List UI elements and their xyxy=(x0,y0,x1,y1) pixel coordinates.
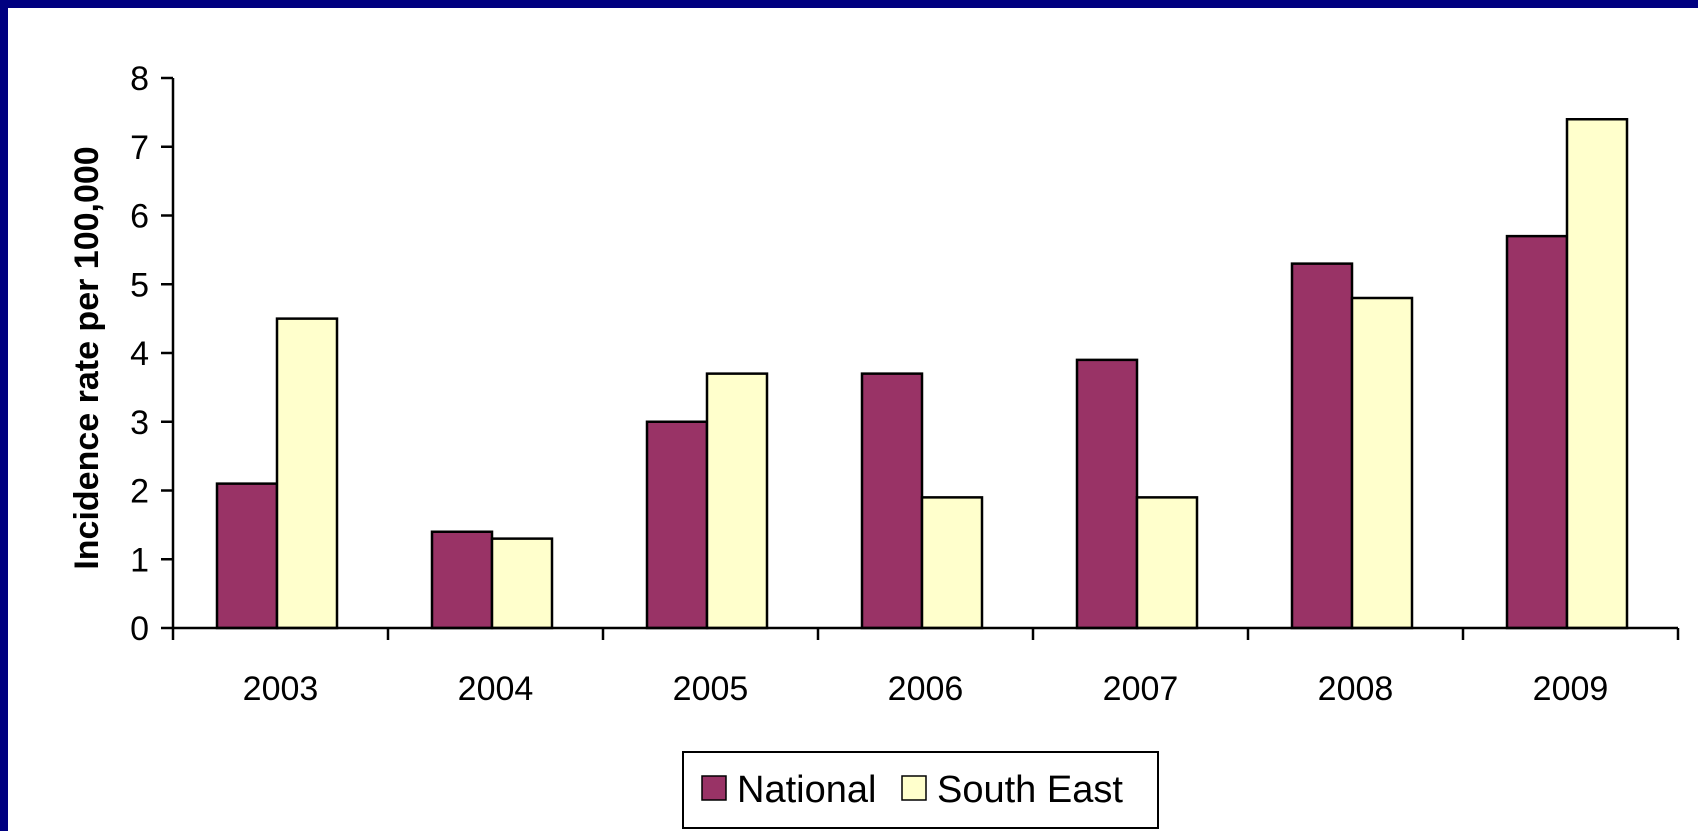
y-tick-label: 4 xyxy=(130,335,149,373)
legend: National South East xyxy=(682,751,1159,829)
y-tick-label: 1 xyxy=(130,541,149,579)
y-axis-title: Incidence rate per 100,000 xyxy=(68,146,106,569)
y-ticks-group: 0 1 2 3 4 5 6 7 8 xyxy=(130,60,173,648)
y-tick-label: 7 xyxy=(130,129,149,167)
x-tick-label: 2003 xyxy=(243,670,319,708)
bar-south-east-2008 xyxy=(1350,296,1414,630)
bar-south-east-2006 xyxy=(920,496,984,630)
bar-national-2003 xyxy=(215,482,279,630)
y-tick-label: 3 xyxy=(130,404,149,442)
x-ticks-group: 2003 2004 2005 2006 2007 2008 2009 xyxy=(171,628,1680,708)
x-tick-label: 2004 xyxy=(458,670,534,708)
x-tick-label: 2007 xyxy=(1103,670,1179,708)
x-tick-label: 2005 xyxy=(673,670,749,708)
bar-national-2006 xyxy=(860,372,924,630)
y-tick-label: 5 xyxy=(130,266,149,304)
y-tick-label: 0 xyxy=(130,610,149,648)
bars-group xyxy=(215,118,1629,630)
bar-chart: 0 1 2 3 4 5 6 7 8 2003 2004 2005 2006 2007 2008 2009 I… xyxy=(68,60,1680,829)
legend-swatch-south-east xyxy=(901,775,927,801)
bar-south-east-2003 xyxy=(275,317,339,630)
bar-south-east-2009 xyxy=(1565,118,1629,630)
y-tick-label: 8 xyxy=(130,60,149,98)
bar-national-2004 xyxy=(430,530,494,630)
y-tick-label: 2 xyxy=(130,473,149,511)
x-tick-label: 2009 xyxy=(1533,670,1609,708)
bar-national-2009 xyxy=(1505,234,1569,630)
bar-south-east-2007 xyxy=(1135,496,1199,630)
bar-national-2005 xyxy=(645,420,709,630)
x-tick-label: 2006 xyxy=(888,670,964,708)
legend-swatch-national xyxy=(701,775,727,801)
bar-south-east-2005 xyxy=(705,372,769,630)
y-tick-label: 6 xyxy=(130,198,149,236)
bar-south-east-2004 xyxy=(490,537,554,630)
chart-slide: 0 1 2 3 4 5 6 7 8 2003 2004 2005 2006 2007 2008 2009 I… xyxy=(8,8,1698,831)
legend-label-south-east: South East xyxy=(937,769,1123,811)
legend-label-national: National xyxy=(737,769,876,811)
bar-national-2007 xyxy=(1075,358,1139,630)
bar-national-2008 xyxy=(1290,262,1354,630)
x-tick-label: 2008 xyxy=(1318,670,1394,708)
